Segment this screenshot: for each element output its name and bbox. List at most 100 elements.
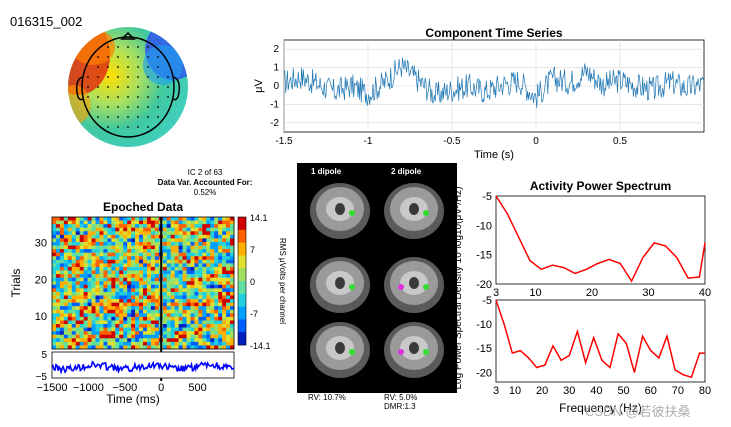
heatmap-cell bbox=[226, 241, 231, 246]
heatmap-cell bbox=[206, 331, 211, 336]
heatmap-cell bbox=[135, 274, 140, 278]
heatmap-cell bbox=[202, 231, 207, 236]
heatmap-cell bbox=[154, 256, 160, 261]
heatmap-cell bbox=[222, 291, 227, 296]
heatmap-cell bbox=[206, 291, 211, 296]
chart-title: Activity Power Spectrum bbox=[530, 179, 671, 193]
heatmap-cell bbox=[115, 316, 120, 321]
heatmap-cell bbox=[194, 288, 199, 293]
heatmap-cell bbox=[111, 316, 116, 321]
heatmap-cell bbox=[111, 291, 116, 296]
heatmap-cell bbox=[52, 238, 57, 243]
heatmap-cell bbox=[63, 270, 69, 275]
heatmap-cell bbox=[198, 295, 203, 300]
heatmap-cell bbox=[143, 249, 148, 253]
heatmap-cell bbox=[63, 316, 69, 321]
heatmap-cell bbox=[131, 338, 136, 343]
heatmap-cell bbox=[55, 288, 61, 293]
heatmap-cell bbox=[190, 220, 195, 225]
heatmap-cell bbox=[79, 266, 84, 271]
heatmap-cell bbox=[154, 341, 160, 346]
heatmap-cell bbox=[95, 288, 100, 293]
heatmap-cell bbox=[194, 299, 199, 303]
electrode-dot bbox=[97, 56, 99, 58]
heatmap-cell bbox=[123, 224, 128, 229]
heatmap-cell bbox=[150, 341, 156, 346]
heatmap-cell bbox=[52, 299, 57, 303]
heatmap-cell bbox=[75, 291, 80, 296]
heatmap-cell bbox=[52, 266, 57, 271]
heatmap-cell bbox=[95, 291, 100, 296]
heatmap-cell bbox=[154, 252, 160, 257]
heatmap-cell bbox=[166, 227, 171, 232]
heatmap-cell bbox=[202, 327, 207, 332]
heatmap-cell bbox=[83, 274, 88, 278]
heatmap-cell bbox=[226, 345, 231, 350]
heatmap-cell bbox=[139, 309, 144, 314]
heatmap-cell bbox=[170, 274, 175, 278]
heatmap-cell bbox=[190, 227, 195, 232]
heatmap-cell bbox=[178, 256, 183, 261]
heatmap-cell bbox=[107, 309, 112, 314]
heatmap-cell bbox=[178, 266, 183, 271]
y-tick-label: -15 bbox=[476, 250, 492, 262]
heatmap-cell bbox=[87, 341, 92, 346]
dipole-col2-label: 2 dipole bbox=[391, 167, 422, 176]
heatmap-cell bbox=[87, 231, 92, 236]
heatmap-cell bbox=[71, 341, 77, 346]
heatmap-cell bbox=[162, 284, 168, 289]
heatmap-cell bbox=[139, 266, 144, 271]
electrode-dot bbox=[147, 96, 149, 98]
heatmap-cell bbox=[190, 334, 195, 339]
heatmap-cell bbox=[150, 309, 156, 314]
heatmap-cell bbox=[87, 220, 92, 225]
heatmap-cell bbox=[178, 270, 183, 275]
heatmap-cell bbox=[190, 263, 195, 268]
electrode-dot bbox=[147, 116, 149, 118]
heatmap-cell bbox=[52, 231, 57, 236]
heatmap-cell bbox=[206, 220, 211, 225]
heatmap-cell bbox=[67, 245, 73, 250]
heatmap-cell bbox=[75, 274, 80, 278]
heatmap-cell bbox=[186, 231, 191, 236]
y-tick-label: -15 bbox=[476, 343, 492, 355]
heatmap-cell bbox=[230, 234, 235, 239]
heatmap-cell bbox=[79, 263, 84, 268]
heatmap-cell bbox=[123, 249, 128, 253]
heatmap-cell bbox=[91, 309, 96, 314]
heatmap-cell bbox=[107, 338, 112, 343]
heatmap-cell bbox=[67, 284, 73, 289]
heatmap-cell bbox=[143, 259, 148, 264]
heatmap-cell bbox=[162, 252, 168, 257]
heatmap-cell bbox=[127, 291, 132, 296]
heatmap-cell bbox=[127, 263, 132, 268]
heatmap-cell bbox=[79, 234, 84, 239]
heatmap-cell bbox=[52, 274, 57, 278]
heatmap-cell bbox=[87, 313, 92, 318]
heatmap-cell bbox=[178, 320, 183, 325]
heatmap-cell bbox=[83, 252, 88, 257]
heatmap-cell bbox=[218, 266, 223, 271]
heatmap-cell bbox=[210, 224, 215, 229]
heatmap-cell bbox=[59, 241, 65, 246]
heatmap-cell bbox=[59, 306, 65, 311]
heatmap-cell bbox=[55, 306, 61, 311]
heatmap-cell bbox=[154, 238, 160, 243]
heatmap-cell bbox=[95, 313, 100, 318]
heatmap-cell bbox=[59, 295, 65, 300]
heatmap-cell bbox=[87, 224, 92, 229]
heatmap-cell bbox=[59, 231, 65, 236]
heatmap-cell bbox=[150, 277, 156, 282]
heatmap-cell bbox=[218, 299, 223, 303]
heatmap-cell bbox=[63, 331, 69, 336]
heatmap-cell bbox=[107, 252, 112, 257]
x-tick-label: 20 bbox=[536, 385, 548, 397]
heatmap-cell bbox=[75, 270, 80, 275]
colorbar-frame bbox=[237, 216, 247, 346]
heatmap-cell bbox=[202, 252, 207, 257]
heatmap-cell bbox=[218, 277, 223, 282]
heatmap-cell bbox=[95, 295, 100, 300]
heatmap-cell bbox=[52, 345, 57, 350]
heatmap-cell bbox=[166, 266, 171, 271]
colorbar-segment bbox=[238, 255, 246, 269]
